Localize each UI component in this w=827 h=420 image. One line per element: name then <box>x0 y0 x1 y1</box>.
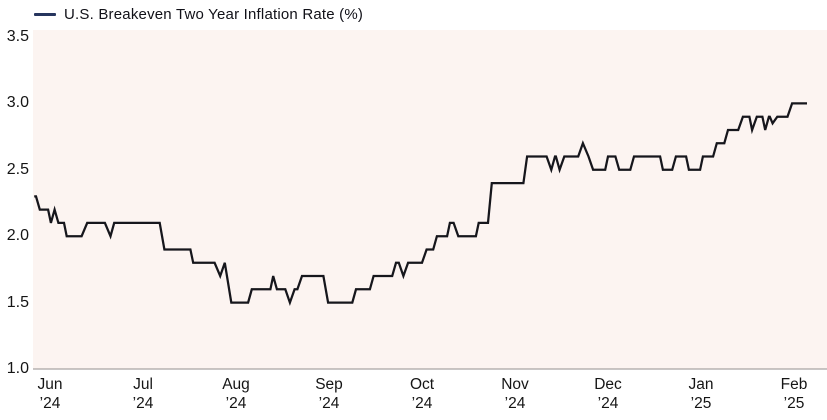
chart-title: U.S. Breakeven Two Year Inflation Rate (… <box>64 5 364 23</box>
series-line <box>34 102 807 307</box>
y-tick-label: 2.0 <box>6 227 29 245</box>
x-tick-year: ’24 <box>225 395 247 412</box>
x-tick-year: ’25 <box>690 395 712 412</box>
x-tick-label: Sep ’24 <box>297 375 361 413</box>
x-tick-year: ’24 <box>597 395 619 412</box>
x-tick-month: Dec <box>594 376 622 393</box>
x-tick-year: ’24 <box>39 395 61 412</box>
y-tick-label: 3.5 <box>6 28 29 45</box>
y-tick-label: 2.5 <box>6 160 29 178</box>
x-tick-month: Jun <box>37 376 63 393</box>
chart-legend: U.S. Breakeven Two Year Inflation Rate (… <box>34 4 363 24</box>
x-tick-label: Oct ’24 <box>390 375 454 413</box>
x-tick-label: Nov ’24 <box>483 375 547 413</box>
x-tick-month: Nov <box>501 376 529 393</box>
x-tick-year: ’25 <box>783 395 805 412</box>
x-tick-month: Sep <box>315 376 343 393</box>
x-tick-label: Dec ’24 <box>576 375 640 413</box>
x-tick-month: Jul <box>133 376 153 393</box>
x-tick-month: Jan <box>688 376 714 393</box>
x-tick-label: Jan ’25 <box>669 375 733 413</box>
x-tick-month: Oct <box>409 376 435 393</box>
y-tick-label: 1.0 <box>6 360 29 377</box>
x-tick-month: Aug <box>222 376 250 393</box>
x-tick-label: Jul ’24 <box>111 375 175 413</box>
x-tick-label: Jun ’24 <box>18 375 82 413</box>
x-tick-year: ’24 <box>318 395 340 412</box>
x-tick-year: ’24 <box>132 395 154 412</box>
x-tick-label: Feb ’25 <box>762 375 826 413</box>
x-tick-year: ’24 <box>504 395 526 412</box>
legend-line-swatch <box>34 12 56 16</box>
x-tick-month: Feb <box>780 376 808 393</box>
plot-background <box>33 30 827 369</box>
y-tick-label: 1.5 <box>6 293 29 311</box>
y-tick-label: 3.0 <box>6 94 29 112</box>
x-tick-label: Aug ’24 <box>204 375 268 413</box>
x-tick-year: ’24 <box>411 395 433 412</box>
